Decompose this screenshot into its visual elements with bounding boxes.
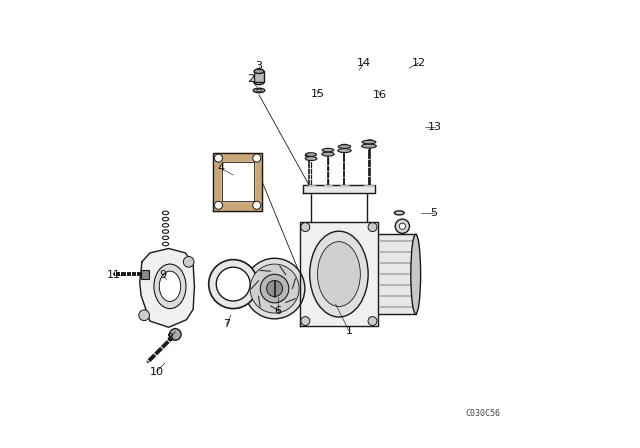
Circle shape xyxy=(396,219,410,233)
Ellipse shape xyxy=(322,152,334,156)
Text: 15: 15 xyxy=(311,89,324,99)
Text: 3: 3 xyxy=(255,61,262,71)
Ellipse shape xyxy=(305,153,312,157)
Circle shape xyxy=(250,264,299,313)
Ellipse shape xyxy=(394,211,404,215)
Polygon shape xyxy=(303,185,375,193)
Text: 1: 1 xyxy=(346,326,353,336)
Circle shape xyxy=(301,317,310,326)
Circle shape xyxy=(209,260,258,309)
Ellipse shape xyxy=(254,80,264,85)
Ellipse shape xyxy=(154,264,186,309)
Ellipse shape xyxy=(324,149,332,152)
Text: C030C56: C030C56 xyxy=(465,409,500,418)
Ellipse shape xyxy=(362,144,376,148)
Polygon shape xyxy=(300,222,378,327)
Ellipse shape xyxy=(339,145,351,148)
Circle shape xyxy=(170,329,181,340)
Polygon shape xyxy=(221,162,253,202)
Ellipse shape xyxy=(256,89,262,91)
Text: 10: 10 xyxy=(150,367,164,377)
Ellipse shape xyxy=(362,140,376,144)
Bar xyxy=(254,71,264,82)
Ellipse shape xyxy=(305,156,317,160)
Polygon shape xyxy=(213,153,262,211)
Text: 11: 11 xyxy=(108,270,122,280)
Ellipse shape xyxy=(322,148,334,152)
Circle shape xyxy=(368,317,377,326)
Text: 14: 14 xyxy=(356,58,371,68)
Circle shape xyxy=(399,223,406,229)
Text: 5: 5 xyxy=(430,208,437,218)
Text: 9: 9 xyxy=(160,270,167,280)
Circle shape xyxy=(139,310,150,321)
Ellipse shape xyxy=(159,271,180,302)
Circle shape xyxy=(301,223,310,232)
Text: 2: 2 xyxy=(248,74,255,84)
Circle shape xyxy=(253,154,260,162)
Text: 13: 13 xyxy=(428,122,442,132)
Text: 6: 6 xyxy=(274,306,281,316)
Circle shape xyxy=(183,257,194,267)
Ellipse shape xyxy=(338,149,351,152)
Ellipse shape xyxy=(411,234,420,314)
Ellipse shape xyxy=(341,144,348,148)
Text: 7: 7 xyxy=(223,319,230,329)
Text: 4: 4 xyxy=(218,164,225,173)
Circle shape xyxy=(260,274,289,303)
Ellipse shape xyxy=(253,88,265,93)
Ellipse shape xyxy=(366,140,373,143)
Ellipse shape xyxy=(317,241,360,306)
Circle shape xyxy=(244,258,305,319)
Ellipse shape xyxy=(254,69,264,73)
Text: 12: 12 xyxy=(412,58,426,68)
Circle shape xyxy=(368,223,377,232)
Text: 16: 16 xyxy=(373,90,387,100)
Circle shape xyxy=(214,201,223,209)
Ellipse shape xyxy=(306,153,316,156)
Circle shape xyxy=(214,154,223,162)
Bar xyxy=(141,270,148,279)
Text: 8: 8 xyxy=(166,332,173,343)
Polygon shape xyxy=(140,249,195,327)
Circle shape xyxy=(267,280,283,297)
Circle shape xyxy=(253,201,260,209)
Polygon shape xyxy=(378,234,416,314)
Ellipse shape xyxy=(310,231,368,317)
Circle shape xyxy=(216,267,250,301)
